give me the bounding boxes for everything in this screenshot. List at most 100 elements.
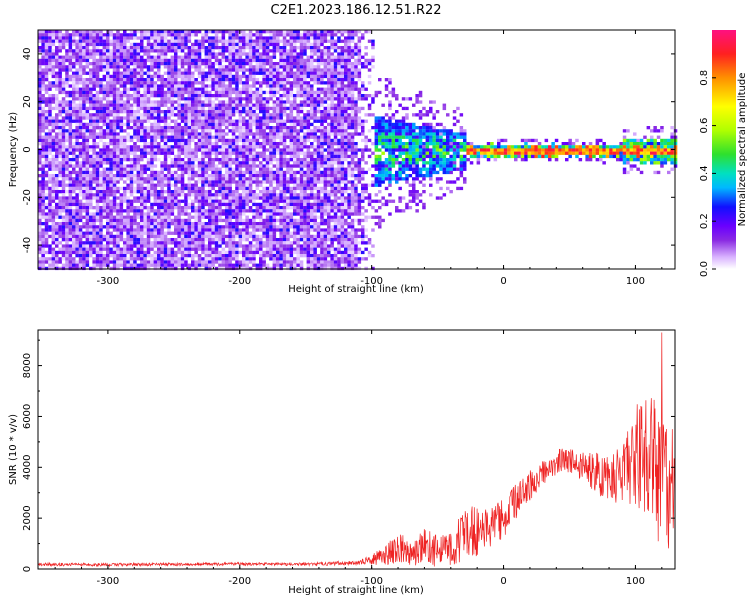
spectrogram-cell bbox=[272, 158, 277, 162]
spectrogram-cell bbox=[214, 52, 219, 56]
spectrogram-cell bbox=[191, 42, 195, 47]
spectrogram-cell bbox=[85, 167, 90, 171]
spectrogram-cell bbox=[282, 122, 287, 127]
spectrogram-cell bbox=[235, 151, 239, 155]
spectrogram-cell bbox=[78, 39, 83, 43]
spectrogram-cell bbox=[269, 151, 273, 155]
spectrogram-cell bbox=[197, 170, 202, 175]
spectrogram-cell bbox=[153, 222, 158, 226]
spectrogram-cell bbox=[289, 84, 294, 88]
spectrogram-cell bbox=[184, 257, 188, 261]
spectrogram-cell bbox=[61, 254, 66, 258]
spectrogram-cell bbox=[126, 231, 130, 235]
spectrogram-cell bbox=[51, 238, 56, 242]
spectrogram-cell bbox=[160, 58, 164, 63]
spectrogram-cell bbox=[255, 228, 260, 232]
spectrogram-cell bbox=[279, 142, 283, 146]
spectrogram-cell bbox=[85, 94, 90, 98]
spectrogram-cell bbox=[191, 71, 195, 75]
spectrogram-cell bbox=[106, 193, 110, 197]
spectrogram-cell bbox=[112, 183, 117, 187]
spectrogram-cell bbox=[119, 103, 124, 107]
spectrogram-cell bbox=[116, 167, 120, 171]
spectrogram-cell bbox=[146, 180, 151, 184]
spectrogram-cell bbox=[211, 135, 215, 139]
spectrogram-cell bbox=[225, 65, 229, 69]
spectrogram-cell bbox=[259, 238, 263, 242]
spectrogram-cell bbox=[180, 164, 185, 168]
spectrogram-cell bbox=[187, 129, 192, 133]
spectrogram-cell bbox=[99, 103, 103, 107]
spectrogram-cell bbox=[140, 135, 144, 139]
spectrogram-cell bbox=[133, 52, 137, 56]
spectrogram-cell bbox=[126, 222, 130, 226]
spectrogram-cell bbox=[214, 119, 219, 123]
spectrogram-cell bbox=[276, 247, 280, 251]
spectrogram-cell bbox=[140, 148, 144, 152]
spectrogram-cell bbox=[102, 190, 107, 194]
spectrogram-cell bbox=[228, 84, 232, 88]
spectrogram-cell bbox=[214, 225, 219, 229]
spectrogram-cell bbox=[38, 263, 42, 267]
spectrogram-cell bbox=[170, 250, 175, 255]
spectrogram-cell bbox=[225, 170, 229, 175]
spectrogram-cell bbox=[102, 132, 107, 136]
spectrogram-cell bbox=[187, 212, 192, 216]
spectrogram-cell bbox=[72, 106, 76, 111]
spectrogram-cell bbox=[225, 74, 229, 79]
spectrogram-cell bbox=[153, 250, 158, 255]
spectrogram-cell bbox=[245, 231, 249, 235]
spectrogram-cell bbox=[187, 193, 192, 197]
spectrogram-cell bbox=[221, 250, 226, 255]
spectrogram-cell bbox=[238, 260, 243, 264]
spectrogram-cell bbox=[265, 228, 270, 232]
spectrogram-cell bbox=[286, 90, 290, 95]
spectrogram-cell bbox=[201, 244, 205, 248]
spectrogram-cell bbox=[177, 30, 181, 34]
spectrogram-cell bbox=[153, 218, 158, 223]
spectrogram-cell bbox=[276, 84, 280, 88]
spectrogram-cell bbox=[61, 177, 66, 181]
spectrogram-cell bbox=[41, 46, 45, 50]
spectrogram-cell bbox=[129, 30, 134, 34]
spectrogram-cell bbox=[218, 254, 222, 258]
spectrogram-cell bbox=[109, 84, 113, 88]
spectrogram-cell bbox=[245, 74, 249, 79]
spectrogram-cell bbox=[78, 74, 83, 79]
spectrogram-cell bbox=[231, 180, 236, 184]
spectrogram-cell bbox=[41, 212, 45, 216]
spectrogram-cell bbox=[286, 202, 290, 207]
spectrogram-cell bbox=[180, 222, 185, 226]
spectrogram-cell bbox=[204, 30, 209, 34]
spectrogram-cell bbox=[177, 247, 181, 251]
spectrogram-cell bbox=[221, 193, 226, 197]
spectrogram-cell bbox=[133, 167, 137, 171]
spectrogram-cell bbox=[225, 260, 229, 264]
spectrogram-cell bbox=[245, 260, 249, 264]
spectrogram-cell bbox=[38, 122, 42, 127]
spectrogram-cell bbox=[143, 106, 147, 111]
spectrogram-cell bbox=[174, 177, 178, 181]
spectrogram-cell bbox=[123, 148, 127, 152]
spectrogram-cell bbox=[252, 231, 256, 235]
spectrogram-cell bbox=[248, 244, 253, 248]
spectrogram-cell bbox=[167, 113, 171, 117]
spectrogram-cell bbox=[102, 106, 107, 111]
spectrogram-cell bbox=[41, 87, 45, 91]
spectrogram-cell bbox=[191, 177, 195, 181]
spectrogram-cell bbox=[109, 215, 113, 219]
spectrogram-cell bbox=[55, 167, 59, 171]
spectrogram-cell bbox=[228, 36, 232, 40]
spectrogram-cell bbox=[92, 62, 96, 66]
spectrogram-cell bbox=[235, 231, 239, 235]
spectrogram-cell bbox=[225, 250, 229, 255]
spectrogram-cell bbox=[252, 106, 256, 111]
spectrogram-cell bbox=[238, 39, 243, 43]
spectrogram-cell bbox=[231, 126, 236, 130]
spectrogram-cell bbox=[123, 110, 127, 114]
spectrogram-cell bbox=[75, 266, 79, 271]
spectrogram-cell bbox=[136, 199, 141, 203]
spectrogram-cell bbox=[58, 164, 62, 168]
spectrogram-cell bbox=[208, 193, 212, 197]
spectrogram-cell bbox=[48, 186, 52, 191]
